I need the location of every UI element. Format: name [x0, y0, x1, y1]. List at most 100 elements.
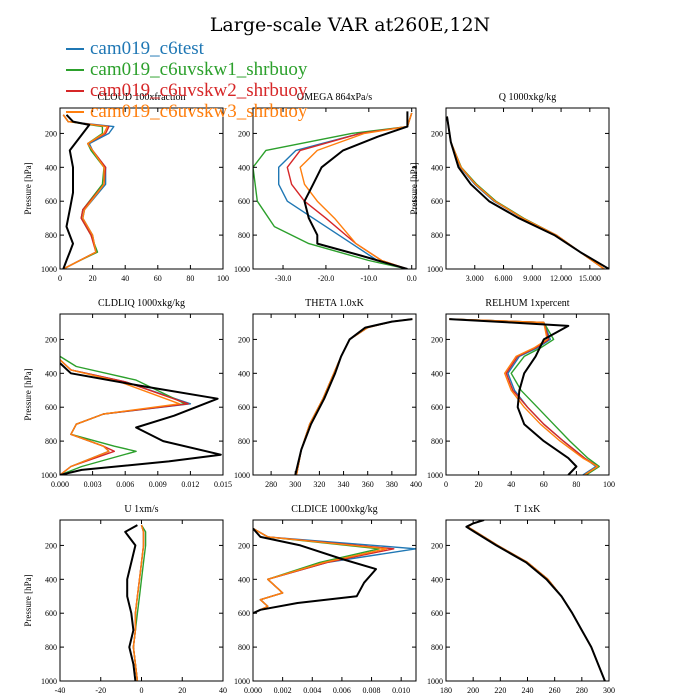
y-tick-label: 400	[431, 163, 443, 172]
x-tick-label: 180	[440, 686, 452, 695]
legend-label: cam019_c6test	[90, 38, 204, 59]
x-tick-label: 0.004	[303, 686, 321, 695]
x-tick-label: 100	[603, 480, 615, 489]
y-tick-label: 800	[238, 437, 250, 446]
series-line-5	[124, 524, 138, 681]
panel-title: CLDICE 1000xkg/kg	[291, 504, 377, 515]
y-tick-label: 400	[45, 163, 57, 172]
plot-frame	[252, 519, 417, 682]
x-tick-label: -10.0	[360, 274, 377, 283]
y-tick-label: 800	[45, 437, 57, 446]
panel-title: T 1xK	[515, 504, 541, 515]
series-line-5	[294, 318, 413, 475]
y-tick-label: 800	[238, 231, 250, 240]
panel-title: THETA 1.0xK	[305, 298, 364, 309]
plot-frame	[59, 313, 224, 476]
series-line-2	[449, 318, 600, 475]
x-tick-label: 0	[444, 480, 448, 489]
y-tick-label: 200	[431, 335, 443, 344]
x-tick-label: 0	[140, 686, 144, 695]
x-tick-label: 0.003	[84, 480, 102, 489]
y-tick-label: 400	[45, 575, 57, 584]
x-tick-label: 40	[507, 480, 515, 489]
legend-swatch	[66, 69, 84, 71]
panel-title: RELHUM 1xpercent	[485, 298, 569, 309]
panel-3: 3.000 6.000 9.000 12.000 15.000 200 400 600 800 1…	[409, 92, 610, 283]
plot-frame	[445, 519, 610, 682]
y-tick-label: 800	[45, 643, 57, 652]
legend-label: cam019_c6uvskw1_shrbuoy	[90, 59, 308, 80]
plot-frame	[59, 107, 224, 270]
y-tick-label: 800	[431, 231, 443, 240]
y-tick-label: 400	[431, 575, 443, 584]
x-tick-label: 20	[89, 274, 97, 283]
plot-frame	[445, 107, 610, 270]
x-tick-label: 340	[338, 480, 350, 489]
panel-8: 0.000 0.002 0.004 0.006 0.008 0.010 200 400 600 8…	[234, 504, 417, 695]
x-tick-label: 0.000	[51, 480, 69, 489]
x-tick-label: 320	[313, 480, 325, 489]
x-tick-label: -40	[55, 686, 66, 695]
panel-title: U 1xm/s	[124, 504, 158, 515]
y-tick-label: 1000	[234, 471, 250, 480]
y-tick-label: 600	[431, 197, 443, 206]
series-line-2	[253, 112, 413, 269]
x-tick-label: 20	[178, 686, 186, 695]
series-line-4	[62, 114, 108, 269]
x-tick-label: 60	[154, 274, 162, 283]
y-tick-label: 800	[45, 231, 57, 240]
legend-swatch	[66, 90, 84, 92]
plot-frame	[252, 313, 417, 476]
x-tick-label: 300	[603, 686, 615, 695]
series-line-2	[467, 520, 606, 681]
y-tick-label: 200	[45, 541, 57, 550]
legend-label: cam019_c6uvskw3_shrbuoy	[90, 101, 308, 122]
legend-item-3: cam019_c6uvskw2_shrbuoy	[66, 80, 406, 101]
x-tick-label: 360	[362, 480, 374, 489]
x-tick-label: -20	[95, 686, 106, 695]
series-line-2	[62, 114, 105, 269]
series-line-4	[253, 527, 388, 614]
x-tick-label: 40	[219, 686, 227, 695]
x-tick-label: 0	[58, 274, 62, 283]
panel-5: 280 300 320 340 360 380 400 200 400 600 800 1000 THE…	[234, 298, 422, 489]
series-line-3	[446, 116, 605, 269]
series-line-5	[60, 362, 222, 475]
series-line-5	[253, 527, 377, 615]
series-line-4	[446, 116, 605, 269]
y-tick-label: 600	[238, 403, 250, 412]
series-line-3	[286, 112, 413, 269]
y-axis-label: Pressure [hPa]	[23, 162, 33, 214]
panel-7: -40 -20 0 20 40 200 400 600 800 1000 U 1xm/s Pressu…	[23, 504, 227, 695]
y-axis-label: Pressure [hPa]	[23, 574, 33, 626]
series-line-5	[446, 116, 609, 269]
y-tick-label: 800	[431, 437, 443, 446]
series-line-4	[295, 318, 413, 475]
panel-title: Q 1000xkg/kg	[499, 92, 557, 103]
y-tick-label: 200	[238, 129, 250, 138]
x-tick-label: 60	[540, 480, 548, 489]
series-line-4	[60, 359, 181, 475]
series-line-5	[465, 520, 606, 681]
series-line-1	[295, 318, 413, 475]
x-tick-label: 280	[265, 480, 277, 489]
x-tick-label: 300	[289, 480, 301, 489]
series-line-3	[449, 318, 599, 475]
y-axis-label: Pressure [hPa]	[409, 162, 419, 214]
x-tick-label: 260	[549, 686, 561, 695]
figure-title: Large-scale VAR at260E,12N	[209, 14, 491, 36]
x-tick-label: 0.000	[244, 686, 262, 695]
series-line-4	[449, 318, 599, 475]
legend-swatch	[66, 111, 84, 113]
y-tick-label: 400	[431, 369, 443, 378]
panel-title: CLDLIQ 1000xkg/kg	[98, 298, 185, 309]
panel-title: OMEGA 864xPa/s	[297, 92, 372, 103]
x-tick-label: 240	[522, 686, 534, 695]
y-tick-label: 600	[431, 609, 443, 618]
y-axis-label: Pressure [hPa]	[23, 368, 33, 420]
y-tick-label: 200	[431, 129, 443, 138]
x-tick-label: 400	[410, 480, 422, 489]
x-tick-label: 0.015	[214, 480, 232, 489]
y-tick-label: 200	[431, 541, 443, 550]
